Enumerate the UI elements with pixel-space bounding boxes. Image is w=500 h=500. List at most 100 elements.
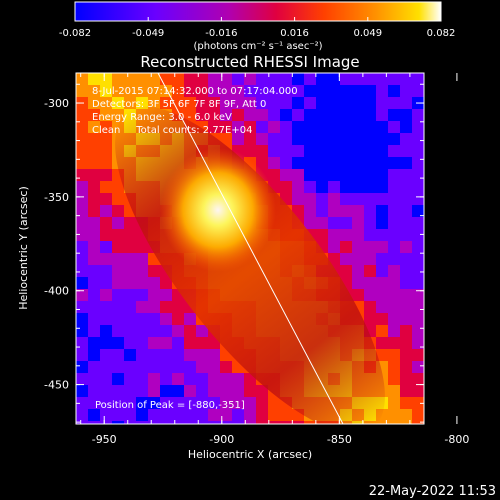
image-pixel bbox=[136, 85, 148, 97]
image-pixel bbox=[256, 109, 268, 121]
image-pixel bbox=[148, 277, 160, 289]
image-pixel bbox=[148, 349, 160, 361]
image-pixel bbox=[304, 85, 316, 97]
image-pixel bbox=[400, 205, 412, 217]
image-pixel bbox=[328, 205, 340, 217]
image-pixel bbox=[136, 265, 148, 277]
image-pixel bbox=[232, 397, 244, 409]
image-pixel bbox=[100, 181, 112, 193]
image-pixel bbox=[112, 361, 124, 373]
image-pixel bbox=[400, 361, 412, 373]
image-pixel bbox=[244, 85, 256, 97]
image-pixel bbox=[148, 313, 160, 325]
image-pixel bbox=[352, 169, 364, 181]
image-pixel bbox=[172, 421, 184, 424]
image-pixel bbox=[328, 193, 340, 205]
image-pixel bbox=[400, 337, 412, 349]
image-pixel bbox=[364, 277, 376, 289]
image-pixel bbox=[388, 169, 400, 181]
image-pixel bbox=[400, 241, 412, 253]
image-pixel bbox=[172, 73, 184, 85]
image-pixel bbox=[328, 169, 340, 181]
image-pixel bbox=[232, 85, 244, 97]
image-pixel bbox=[340, 229, 352, 241]
image-pixel bbox=[400, 421, 412, 424]
image-pixel bbox=[76, 73, 88, 85]
image-pixel bbox=[88, 109, 100, 121]
image-pixel bbox=[400, 133, 412, 145]
image-pixel bbox=[340, 205, 352, 217]
image-pixel bbox=[268, 421, 280, 424]
image-pixel bbox=[400, 349, 412, 361]
image-pixel bbox=[112, 385, 124, 397]
image-pixel bbox=[364, 145, 376, 157]
image-pixel bbox=[316, 121, 328, 133]
image-pixel bbox=[316, 145, 328, 157]
image-pixel bbox=[316, 217, 328, 229]
image-pixel bbox=[220, 109, 232, 121]
image-pixel bbox=[412, 145, 424, 157]
image-pixel bbox=[256, 157, 268, 169]
image-pixel bbox=[268, 409, 280, 421]
image-pixel bbox=[376, 73, 388, 85]
image-pixel bbox=[148, 265, 160, 277]
image-pixel bbox=[88, 157, 100, 169]
image-pixel bbox=[100, 97, 112, 109]
image-pixel bbox=[244, 133, 256, 145]
image-pixel bbox=[412, 73, 424, 85]
image-pixel bbox=[76, 397, 88, 409]
info-block: 8-Jul-2015 07:14:32.000 to 07:17:04.000 … bbox=[92, 86, 298, 136]
image-pixel bbox=[220, 97, 232, 109]
image-pixel bbox=[100, 85, 112, 97]
image-pixel bbox=[136, 361, 148, 373]
image-pixel bbox=[364, 205, 376, 217]
image-pixel bbox=[376, 421, 388, 424]
image-pixel bbox=[328, 217, 340, 229]
image-pixel bbox=[412, 109, 424, 121]
image-pixel bbox=[388, 337, 400, 349]
image-pixel bbox=[400, 193, 412, 205]
image-pixel bbox=[340, 73, 352, 85]
image-pixel bbox=[268, 109, 280, 121]
image-pixel bbox=[232, 121, 244, 133]
image-pixel bbox=[412, 373, 424, 385]
image-pixel bbox=[304, 217, 316, 229]
colorbar: -0.082 -0.049 -0.016 0.016 0.049 0.082 (photo… bbox=[59, 1, 456, 52]
image-pixel bbox=[160, 289, 172, 301]
image-pixel bbox=[316, 133, 328, 145]
image-pixel bbox=[196, 409, 208, 421]
image-pixel bbox=[136, 385, 148, 397]
image-pixel bbox=[244, 109, 256, 121]
image-pixel bbox=[208, 409, 220, 421]
image-pixel bbox=[232, 385, 244, 397]
image-pixel bbox=[196, 109, 208, 121]
image-pixel bbox=[400, 121, 412, 133]
image-pixel bbox=[280, 109, 292, 121]
image-pixel bbox=[184, 85, 196, 97]
image-pixel bbox=[292, 133, 304, 145]
image-pixel bbox=[268, 157, 280, 169]
image-pixel bbox=[364, 265, 376, 277]
image-pixel bbox=[100, 361, 112, 373]
image-pixel bbox=[280, 133, 292, 145]
info-line-detectors: Detectors: 3F 5F 6F 7F 8F 9F, Att 0 bbox=[92, 99, 266, 110]
image-pixel bbox=[124, 253, 136, 265]
image-pixel bbox=[88, 241, 100, 253]
image-pixel bbox=[184, 109, 196, 121]
image-pixel bbox=[220, 385, 232, 397]
colorbar-tick-label: 0.082 bbox=[427, 28, 456, 39]
image-pixel bbox=[364, 229, 376, 241]
image-pixel bbox=[244, 145, 256, 157]
image-pixel bbox=[136, 97, 148, 109]
image-pixel bbox=[280, 97, 292, 109]
image-pixel bbox=[76, 277, 88, 289]
image-pixel bbox=[400, 397, 412, 409]
image-pixel bbox=[100, 205, 112, 217]
x-axis-label: Heliocentric X (arcsec) bbox=[188, 448, 312, 461]
image-pixel bbox=[328, 241, 340, 253]
image-pixel bbox=[160, 313, 172, 325]
image-pixel bbox=[376, 313, 388, 325]
y-tick-label: -300 bbox=[44, 97, 69, 110]
image-pixel bbox=[100, 145, 112, 157]
image-pixel bbox=[340, 109, 352, 121]
